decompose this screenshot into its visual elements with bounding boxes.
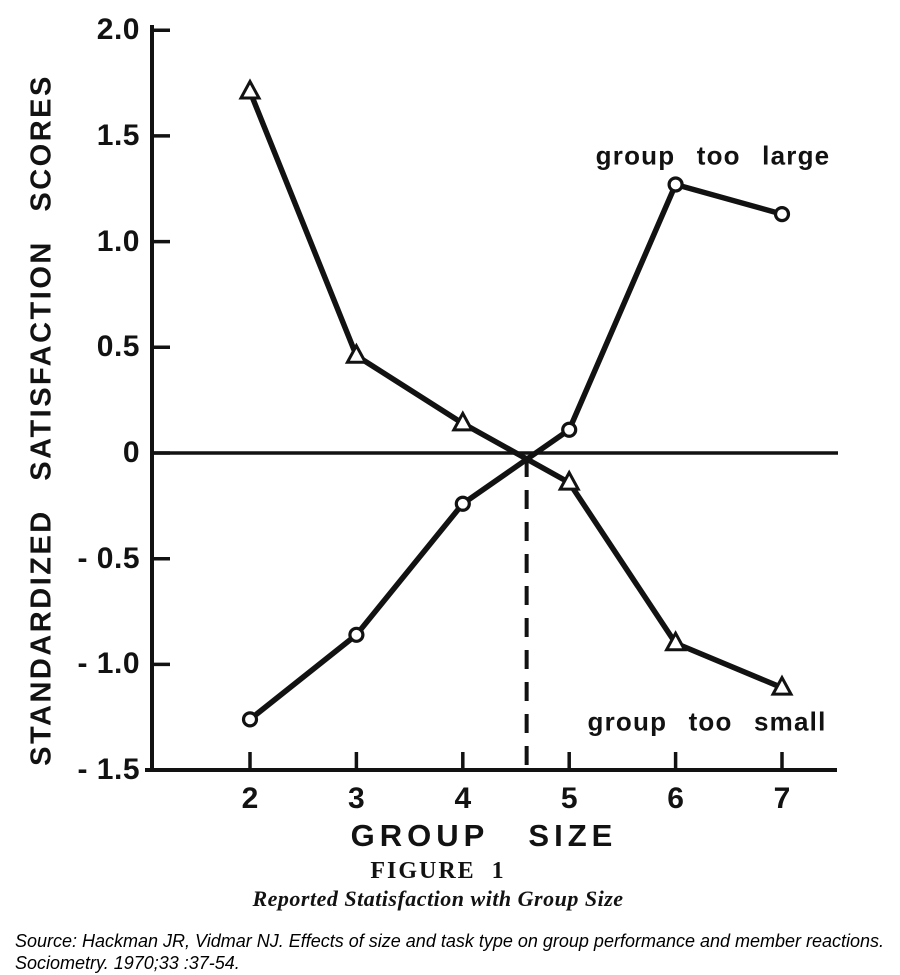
triangle-marker-group-too-small: [557, 469, 581, 491]
circle-marker-group-too-large: [773, 206, 791, 223]
circle-marker-group-too-large: [667, 176, 684, 193]
x-tick-label: 5: [560, 782, 578, 815]
x-tick-label: 2: [241, 782, 259, 815]
triangle-marker-group-too-small: [238, 78, 262, 100]
source-line-2: Sociometry. 1970;33 :37-54.: [15, 953, 240, 973]
y-tick-label: 0.5: [96, 330, 140, 364]
y-axis-title: STANDARDIZED SATISFACTION SCORES: [25, 74, 58, 766]
x-tick-label: 6: [667, 782, 684, 815]
triangle-marker-group-too-small: [770, 674, 794, 696]
figure-title: Reported Statisfaction with Group Size: [252, 886, 624, 911]
y-tick-label: - 1.5: [77, 753, 140, 787]
circle-marker-group-too-large: [454, 495, 471, 512]
series-line-group-too-large: [247, 181, 785, 723]
source-line-1: Source: Hackman JR, Vidmar NJ. Effects o…: [15, 931, 885, 951]
y-tick-label: 1.5: [96, 118, 140, 152]
x-tick-label: 3: [348, 782, 365, 815]
y-tick-label: 2.0: [96, 13, 140, 47]
circle-marker-group-too-large: [561, 421, 578, 438]
chart-canvas: [145, 25, 838, 772]
y-tick-label: 1.0: [96, 224, 140, 258]
y-tick-label: - 1.0: [77, 647, 140, 681]
triangle-marker-group-too-small: [664, 630, 688, 652]
circle-marker-group-too-large: [241, 711, 259, 728]
figure-label: FIGURE 1: [370, 858, 506, 884]
annotation-group-too-small: group too small: [587, 706, 827, 737]
y-tick-label: 0: [122, 436, 140, 469]
annotation-group-too-large: group too large: [595, 140, 831, 171]
x-tick-label: 4: [454, 782, 472, 815]
triangle-marker-group-too-small: [451, 410, 475, 432]
series-line-group-too-small: [247, 88, 785, 691]
circle-marker-group-too-large: [348, 626, 365, 643]
x-axis-title: GROUP SIZE: [350, 818, 618, 853]
x-tick-label: 7: [773, 782, 791, 815]
y-tick-label: - 0.5: [77, 541, 140, 575]
triangle-marker-group-too-small: [344, 342, 368, 364]
source-citation: Source: Hackman JR, Vidmar NJ. Effects o…: [15, 930, 895, 974]
